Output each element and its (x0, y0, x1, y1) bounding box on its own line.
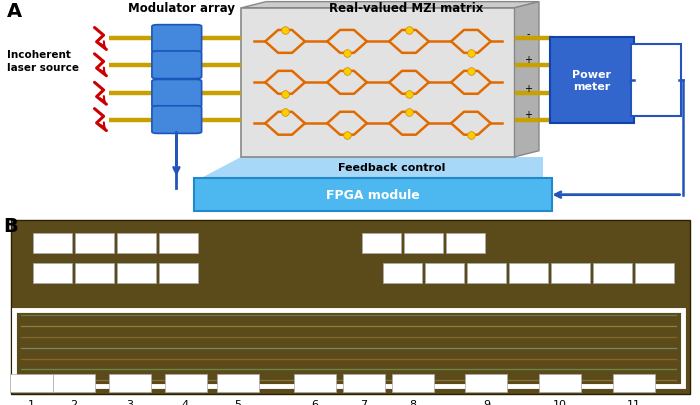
Text: 7: 7 (360, 399, 368, 405)
Text: FPGA module: FPGA module (326, 189, 419, 202)
FancyBboxPatch shape (75, 233, 114, 253)
FancyBboxPatch shape (383, 264, 422, 284)
Text: Modulator array: Modulator array (129, 2, 235, 15)
Text: 8: 8 (410, 399, 416, 405)
FancyBboxPatch shape (33, 233, 72, 253)
Text: 6: 6 (312, 399, 318, 405)
FancyBboxPatch shape (294, 374, 336, 392)
Text: 9: 9 (483, 399, 490, 405)
Text: Power
meter: Power meter (572, 70, 611, 92)
FancyBboxPatch shape (10, 374, 52, 392)
Text: +: + (524, 110, 533, 120)
FancyBboxPatch shape (539, 374, 581, 392)
FancyBboxPatch shape (10, 220, 690, 394)
FancyBboxPatch shape (152, 80, 202, 108)
FancyBboxPatch shape (635, 264, 674, 284)
Text: 5: 5 (234, 399, 241, 405)
Text: +: + (524, 83, 533, 94)
FancyBboxPatch shape (159, 233, 198, 253)
Text: B: B (4, 217, 18, 235)
Text: Incoherent
laser source: Incoherent laser source (7, 50, 79, 73)
FancyBboxPatch shape (392, 374, 434, 392)
FancyBboxPatch shape (117, 233, 156, 253)
FancyBboxPatch shape (551, 264, 590, 284)
Polygon shape (241, 2, 539, 9)
Text: Feedback control: Feedback control (338, 162, 446, 172)
FancyBboxPatch shape (446, 233, 485, 253)
FancyBboxPatch shape (509, 264, 548, 284)
Text: 4: 4 (182, 399, 189, 405)
FancyBboxPatch shape (217, 374, 259, 392)
FancyBboxPatch shape (33, 264, 72, 284)
FancyBboxPatch shape (612, 374, 654, 392)
Text: 10: 10 (553, 399, 567, 405)
FancyBboxPatch shape (425, 264, 464, 284)
Polygon shape (514, 2, 539, 158)
FancyBboxPatch shape (159, 264, 198, 284)
FancyBboxPatch shape (164, 374, 206, 392)
FancyBboxPatch shape (117, 264, 156, 284)
FancyBboxPatch shape (550, 38, 634, 124)
FancyBboxPatch shape (152, 52, 202, 79)
Text: A: A (7, 2, 22, 21)
Text: +: + (524, 55, 533, 65)
Polygon shape (203, 158, 542, 177)
Text: Real-valued MZI matrix: Real-valued MZI matrix (329, 2, 483, 15)
FancyBboxPatch shape (343, 374, 385, 392)
Text: 11: 11 (626, 399, 640, 405)
Text: 2: 2 (70, 399, 77, 405)
FancyBboxPatch shape (404, 233, 443, 253)
FancyBboxPatch shape (362, 233, 401, 253)
FancyBboxPatch shape (467, 264, 506, 284)
FancyBboxPatch shape (631, 45, 681, 117)
Text: 3: 3 (126, 399, 133, 405)
FancyBboxPatch shape (593, 264, 632, 284)
FancyBboxPatch shape (152, 107, 202, 134)
FancyBboxPatch shape (241, 9, 514, 158)
FancyBboxPatch shape (466, 374, 507, 392)
FancyBboxPatch shape (152, 26, 202, 53)
FancyBboxPatch shape (194, 179, 552, 212)
Text: 1: 1 (28, 399, 35, 405)
FancyBboxPatch shape (75, 264, 114, 284)
Text: -: - (526, 29, 531, 39)
FancyBboxPatch shape (52, 374, 94, 392)
FancyBboxPatch shape (108, 374, 150, 392)
